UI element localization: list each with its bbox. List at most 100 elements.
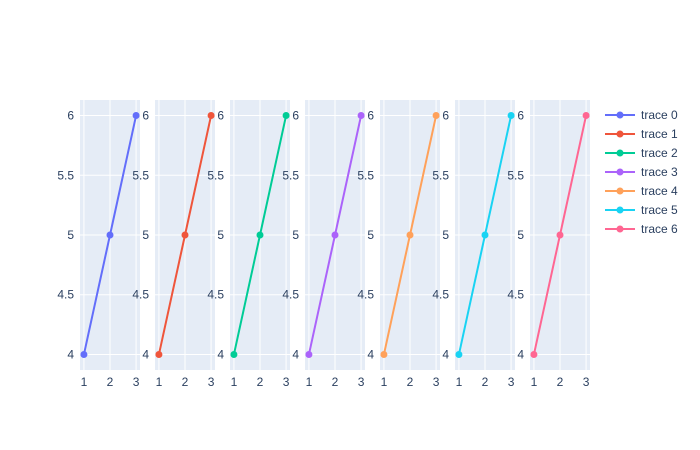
x-tick-label: 1 bbox=[531, 375, 538, 389]
y-tick-label: 5 bbox=[292, 228, 299, 242]
y-tick-label: 6 bbox=[67, 109, 74, 123]
y-tick-label: 5 bbox=[367, 228, 374, 242]
legend-marker bbox=[616, 206, 624, 214]
x-tick-label: 2 bbox=[332, 375, 339, 389]
legend-marker bbox=[616, 187, 624, 195]
y-tick-label: 4 bbox=[292, 347, 299, 361]
data-point bbox=[406, 231, 414, 239]
legend-item-0[interactable]: trace 0 bbox=[605, 108, 678, 122]
y-tick-label: 4 bbox=[142, 347, 149, 361]
y-tick-label: 4.5 bbox=[432, 288, 449, 302]
legend-label: trace 0 bbox=[641, 108, 678, 122]
y-tick-label: 4 bbox=[442, 347, 449, 361]
x-tick-label: 2 bbox=[557, 375, 564, 389]
legend-marker bbox=[616, 149, 624, 157]
legend-marker bbox=[616, 111, 624, 119]
subplot-2: 4 4.5 5 5.5 6 1 2 3 bbox=[207, 100, 290, 389]
data-point bbox=[530, 350, 538, 358]
data-point bbox=[230, 350, 238, 358]
subplot-4: 4 4.5 5 5.5 6 1 2 3 bbox=[357, 100, 440, 389]
legend-marker bbox=[616, 168, 624, 176]
data-point bbox=[380, 350, 388, 358]
legend-item-1[interactable]: trace 1 bbox=[605, 127, 678, 141]
y-tick-label: 5.5 bbox=[432, 168, 449, 182]
data-point bbox=[181, 231, 189, 239]
x-tick-label: 1 bbox=[381, 375, 388, 389]
x-tick-label: 2 bbox=[107, 375, 114, 389]
subplots: 44.555.561 2 344.555.561 2 344.555.561 2 344.5… bbox=[57, 100, 590, 389]
subplot-5: 4 4.5 5 5.5 6 1 2 3 bbox=[432, 100, 515, 389]
data-point bbox=[432, 112, 440, 120]
y-tick-label: 6 bbox=[142, 109, 149, 123]
data-point bbox=[132, 112, 140, 120]
subplot-3: 4 4.5 5 5.5 6 1 2 3 bbox=[282, 100, 365, 389]
y-tick-label: 5.5 bbox=[132, 168, 149, 182]
y-tick-label: 5 bbox=[67, 228, 74, 242]
y-tick-label: 4.5 bbox=[282, 288, 299, 302]
data-point bbox=[305, 350, 313, 358]
y-tick-label: 4 bbox=[67, 347, 74, 361]
x-tick-label: 1 bbox=[456, 375, 463, 389]
x-tick-label: 3 bbox=[283, 375, 290, 389]
data-point bbox=[207, 112, 215, 120]
legend-item-6[interactable]: trace 6 bbox=[605, 222, 678, 236]
y-tick-label: 6 bbox=[292, 109, 299, 123]
data-point bbox=[331, 231, 339, 239]
x-tick-label: 3 bbox=[508, 375, 515, 389]
y-tick-label: 5 bbox=[142, 228, 149, 242]
y-tick-label: 5 bbox=[217, 228, 224, 242]
data-point bbox=[582, 112, 590, 120]
y-tick-label: 6 bbox=[367, 109, 374, 123]
legend-marker bbox=[616, 225, 624, 233]
x-tick-label: 2 bbox=[182, 375, 189, 389]
x-tick-label: 3 bbox=[583, 375, 590, 389]
x-tick-label: 2 bbox=[482, 375, 489, 389]
y-tick-label: 4.5 bbox=[57, 288, 74, 302]
legend-label: trace 2 bbox=[641, 146, 678, 160]
y-tick-label: 4 bbox=[367, 347, 374, 361]
y-tick-label: 4 bbox=[517, 347, 524, 361]
x-tick-label: 1 bbox=[306, 375, 313, 389]
y-tick-label: 5.5 bbox=[507, 168, 524, 182]
y-tick-label: 5 bbox=[442, 228, 449, 242]
x-tick-label: 2 bbox=[257, 375, 264, 389]
y-tick-label: 4.5 bbox=[207, 288, 224, 302]
y-tick-label: 5.5 bbox=[357, 168, 374, 182]
x-tick-label: 1 bbox=[231, 375, 238, 389]
y-tick-label: 4.5 bbox=[357, 288, 374, 302]
legend-label: trace 1 bbox=[641, 127, 678, 141]
legend-label: trace 3 bbox=[641, 165, 678, 179]
x-tick-label: 1 bbox=[81, 375, 88, 389]
x-tick-label: 3 bbox=[133, 375, 140, 389]
data-point bbox=[155, 350, 163, 358]
data-point bbox=[106, 231, 114, 239]
legend-label: trace 4 bbox=[641, 184, 678, 198]
y-tick-label: 4 bbox=[217, 347, 224, 361]
y-tick-label: 6 bbox=[517, 109, 524, 123]
data-point bbox=[256, 231, 264, 239]
y-tick-label: 6 bbox=[217, 109, 224, 123]
subplot-6: 4 4.5 5 5.5 6 1 2 3 bbox=[507, 100, 590, 389]
legend-label: trace 6 bbox=[641, 222, 678, 236]
x-tick-label: 3 bbox=[358, 375, 365, 389]
data-point bbox=[80, 350, 88, 358]
x-tick-label: 1 bbox=[156, 375, 163, 389]
legend: trace 0 trace 1 trace 2 trace 3 trace 4 trace… bbox=[605, 108, 678, 236]
subplot-1: 4 4.5 5 5.5 6 1 2 3 bbox=[132, 100, 215, 389]
data-point bbox=[455, 350, 463, 358]
y-tick-label: 5.5 bbox=[207, 168, 224, 182]
y-tick-label: 4.5 bbox=[132, 288, 149, 302]
legend-item-4[interactable]: trace 4 bbox=[605, 184, 678, 198]
legend-item-5[interactable]: trace 5 bbox=[605, 203, 678, 217]
y-tick-label: 5 bbox=[517, 228, 524, 242]
x-tick-label: 3 bbox=[433, 375, 440, 389]
data-point bbox=[282, 112, 290, 120]
data-point bbox=[507, 112, 515, 120]
data-point bbox=[556, 231, 564, 239]
legend-item-3[interactable]: trace 3 bbox=[605, 165, 678, 179]
x-tick-label: 3 bbox=[208, 375, 215, 389]
data-point bbox=[481, 231, 489, 239]
legend-item-2[interactable]: trace 2 bbox=[605, 146, 678, 160]
y-tick-label: 5.5 bbox=[57, 168, 74, 182]
data-point bbox=[357, 112, 365, 120]
